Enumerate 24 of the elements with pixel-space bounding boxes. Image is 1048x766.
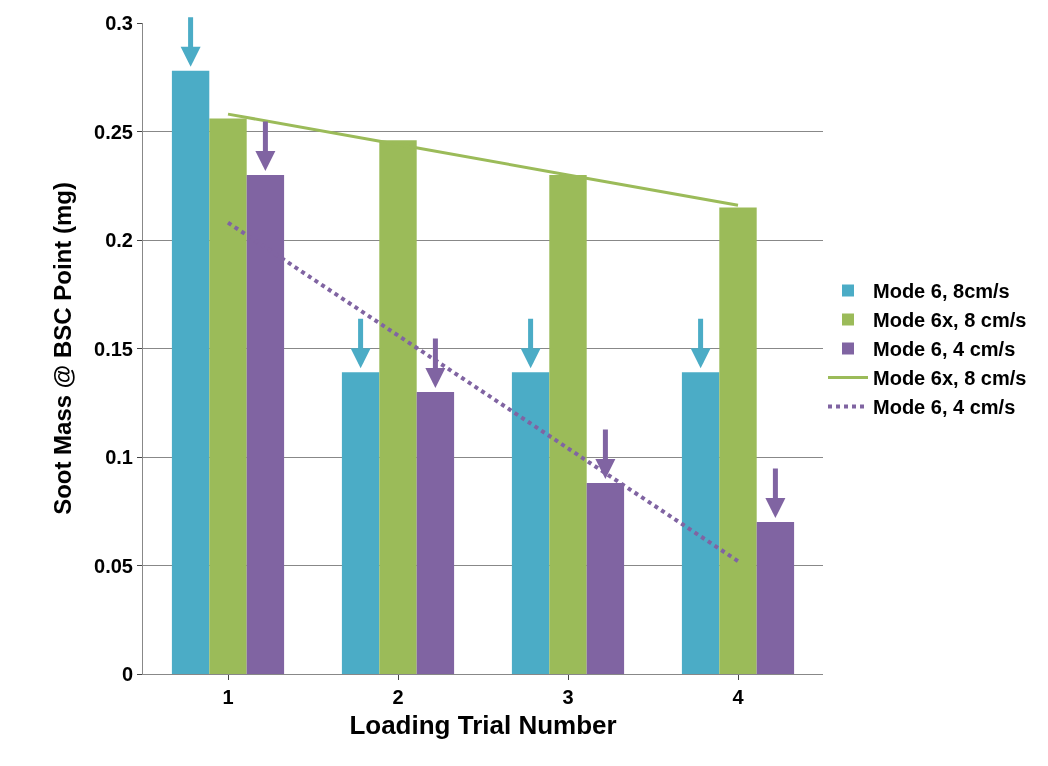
y-tick-label: 0 — [121, 663, 133, 685]
bar — [511, 372, 550, 674]
x-tick-label: 1 — [222, 686, 234, 708]
legend-label: Mode 6x, 8 cm/s — [873, 367, 1027, 390]
legend-label: Mode 6, 8cm/s — [873, 280, 1010, 303]
y-tick-label: 0.15 — [94, 337, 133, 360]
legend-label: Mode 6, 4 cm/s — [873, 396, 1016, 419]
y-tick-label: 0.2 — [105, 229, 133, 251]
y-tick-label: 0.1 — [105, 446, 133, 468]
bar — [341, 372, 380, 674]
bar — [681, 372, 720, 674]
y-tick-label: 0.3 — [105, 12, 133, 34]
x-tick-label: 2 — [392, 686, 404, 708]
legend-label: Mode 6x, 8 cm/s — [873, 309, 1027, 332]
x-tick-label: 3 — [562, 686, 574, 708]
y-axis-title: Soot Mass @ BSC Point (mg) — [49, 182, 77, 515]
x-tick-label: 4 — [732, 686, 745, 708]
bar — [416, 391, 455, 674]
bar — [756, 522, 795, 674]
bar — [171, 70, 210, 674]
y-tick-label: 0.25 — [94, 120, 133, 143]
y-tick-label: 0.05 — [94, 554, 133, 577]
x-axis-title: Loading Trial Number — [349, 709, 617, 740]
legend-label: Mode 6, 4 cm/s — [873, 338, 1016, 361]
